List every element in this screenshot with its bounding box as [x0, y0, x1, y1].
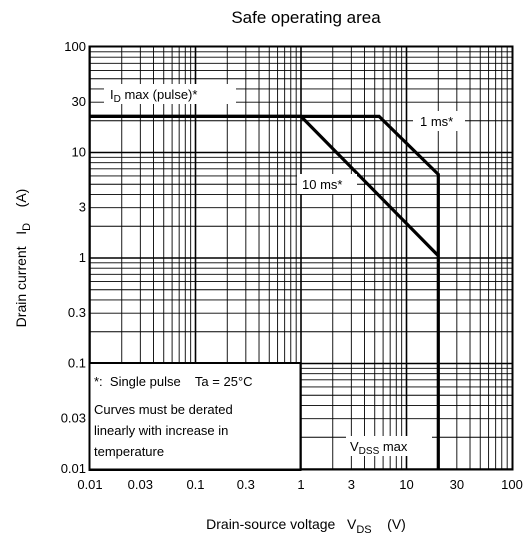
x-tick-labels: 0.01 0.03 0.1 0.3 1 3 10 30 100 — [77, 477, 523, 492]
id-max-label: ID max (pulse)* — [110, 87, 197, 105]
id-max-subscript: D — [114, 94, 121, 105]
y-tick-label: 0.3 — [68, 305, 86, 320]
note-box — [88, 362, 302, 471]
series-1ms-label: 1 ms* — [420, 114, 453, 129]
x-tick-label: 0.1 — [186, 477, 204, 492]
y-tick-label: 3 — [79, 200, 86, 215]
y-tick-labels: 0.01 0.03 0.1 0.3 1 3 10 30 100 — [61, 39, 86, 476]
y-axis-label: Drain current ID (A) — [13, 189, 33, 328]
x-tick-label: 0.03 — [128, 477, 153, 492]
y-axis-unit: (A) — [13, 189, 29, 208]
vdss-max-symbol: V — [350, 439, 359, 454]
y-tick-label: 0.03 — [61, 411, 86, 426]
id-max-text: max (pulse)* — [121, 87, 198, 102]
y-tick-label: 0.01 — [61, 461, 86, 476]
y-tick-label: 30 — [72, 94, 86, 109]
y-tick-label: 10 — [72, 145, 86, 160]
series-1ms-label-bg — [413, 111, 465, 131]
x-tick-label: 1 — [297, 477, 304, 492]
x-axis-subscript: DS — [356, 524, 371, 536]
x-axis-unit: (V) — [387, 516, 406, 532]
vdss-max-subscript: DSS — [359, 446, 380, 457]
x-tick-label: 0.3 — [237, 477, 255, 492]
y-tick-label: 100 — [64, 39, 86, 54]
vdss-max-label-bg — [346, 436, 432, 456]
y-axis-symbol: I — [13, 231, 29, 235]
x-tick-label: 100 — [501, 477, 523, 492]
y-axis-label-text: Drain current — [13, 246, 29, 327]
x-tick-label: 3 — [348, 477, 355, 492]
x-axis-symbol: V — [347, 516, 357, 532]
x-tick-label: 30 — [450, 477, 464, 492]
chart-title: Safe operating area — [231, 8, 381, 27]
x-axis-label: Drain-source voltage VDS (V) — [206, 516, 406, 536]
series-lines — [90, 114, 440, 469]
id-max-symbol: I — [110, 87, 114, 102]
y-axis-subscript: D — [21, 223, 33, 231]
x-axis-label-text: Drain-source voltage — [206, 516, 335, 532]
note-line-3: linearly with increase in — [94, 423, 228, 438]
series-line-2 — [90, 114, 440, 257]
plot-frame — [88, 45, 514, 471]
y-tick-label: 1 — [79, 250, 86, 265]
vdss-max-label: VDSS max — [350, 439, 408, 457]
series-10ms-label: 10 ms* — [302, 177, 342, 192]
note-line-2: Curves must be derated — [94, 402, 233, 417]
y-tick-label: 0.1 — [68, 356, 86, 371]
series-10ms-label-bg — [297, 174, 357, 194]
id-max-label-bg — [104, 84, 236, 104]
vdss-max-text: max — [379, 439, 408, 454]
note-line-4: temperature — [94, 444, 164, 459]
note-line-1: *: Single pulse Ta = 25°C — [94, 374, 253, 389]
x-tick-label: 10 — [399, 477, 413, 492]
x-tick-label: 0.01 — [77, 477, 102, 492]
